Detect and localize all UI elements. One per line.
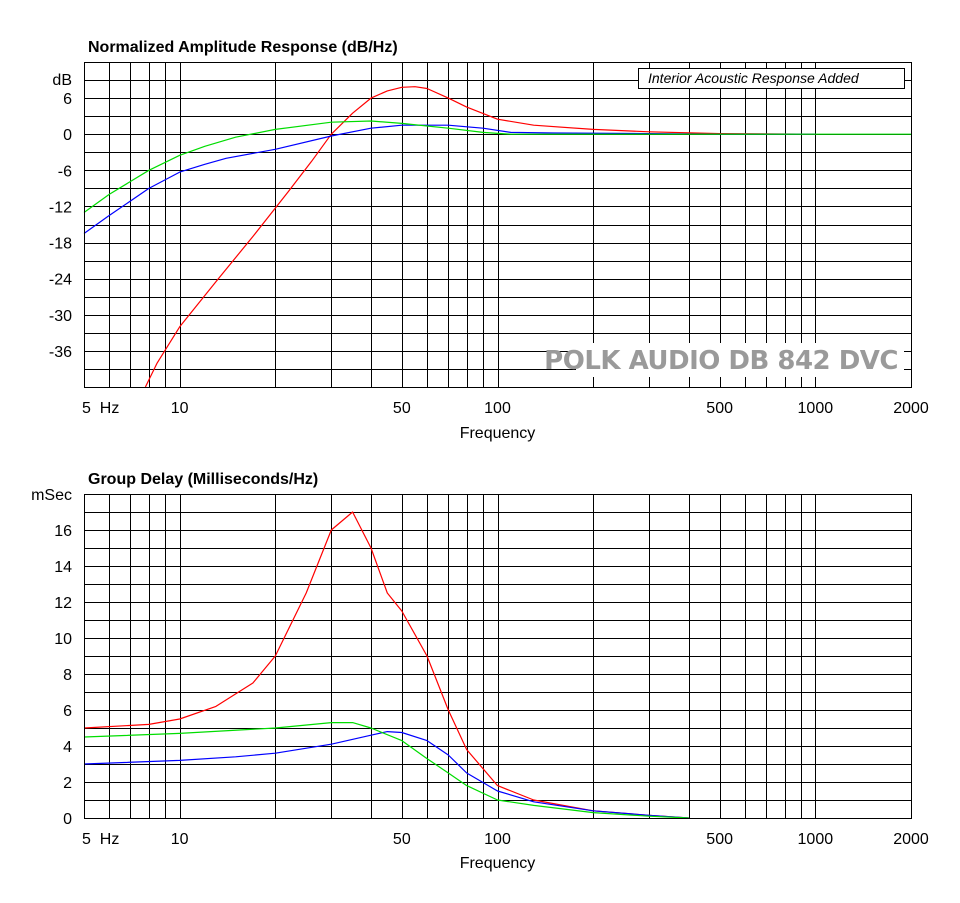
y-tick-label: -30 [49,308,72,325]
group-delay-grid [84,494,911,818]
y-tick-label: -36 [49,344,72,361]
y-tick-label: 2 [63,775,72,792]
x-tick-label: 500 [706,400,733,417]
y-tick-label: 0 [63,811,72,828]
y-tick-label: -24 [49,272,72,289]
amplitude-tick-labels: 6 0 -6 -12 -18 -24 -30 -36 5 Hz 10 50 100 500 1000 200… [49,91,929,417]
x-tick-label: 2000 [893,400,929,417]
y-tick-label: 12 [54,595,72,612]
series-line-2 [83,730,689,819]
y-tick-label: 14 [54,559,72,576]
y-tick-label: 6 [63,91,72,108]
series-line-3 [83,120,911,213]
annotation-box: Interior Acoustic Response Added [638,68,905,89]
group-delay-chart: Group Delay (Milliseconds/Hz) mSec Frequ… [31,471,929,872]
x-tick-label: 100 [484,400,511,417]
amplitude-plot-frame [84,62,912,388]
x-tick-label: 5 Hz [82,831,119,848]
group-delay-series [83,511,689,819]
series-line-2 [83,124,816,234]
watermark-text: POLK AUDIO DB 842 DVC [544,346,898,376]
x-tick-label: 2000 [893,831,929,848]
y-tick-label: 4 [63,739,72,756]
y-tick-label: -6 [58,163,72,180]
series-line-1 [144,86,816,388]
y-tick-label: 8 [63,667,72,684]
annotation-text: Interior Acoustic Response Added [648,70,860,86]
amplitude-series [83,86,911,388]
x-tick-label: 5 Hz [82,400,119,417]
y-tick-label: 10 [54,631,72,648]
watermark-background [576,343,904,377]
x-tick-label: 50 [393,400,411,417]
amplitude-y-axis-label: dB [52,72,72,89]
x-tick-label: 500 [706,831,733,848]
y-tick-label: -12 [49,199,72,216]
x-tick-label: 50 [393,831,411,848]
series-line-3 [83,721,689,819]
amplitude-grid [84,62,911,387]
group-delay-chart-title: Group Delay (Milliseconds/Hz) [88,471,318,488]
y-tick-label: 0 [63,127,72,144]
x-tick-label: 10 [171,831,189,848]
group-delay-tick-labels: 16 14 12 10 8 6 4 2 0 5 Hz 10 50 100 500 1000 2000 [54,523,929,848]
amplitude-chart-title: Normalized Amplitude Response (dB/Hz) [88,39,398,56]
watermark: POLK AUDIO DB 842 DVC [544,343,904,377]
y-tick-label: 6 [63,703,72,720]
x-tick-label: 1000 [798,400,834,417]
group-delay-plot-frame [84,494,912,819]
x-tick-label: 100 [484,831,511,848]
y-tick-label: -18 [49,236,72,253]
group-delay-y-axis-label: mSec [31,487,72,504]
group-delay-x-axis-label: Frequency [460,855,536,872]
amplitude-x-axis-label: Frequency [460,425,536,442]
x-tick-label: 10 [171,400,189,417]
series-line-1 [83,511,689,819]
amplitude-response-chart: Normalized Amplitude Response (dB/Hz) dB… [49,39,929,442]
x-tick-label: 1000 [798,831,834,848]
annotation-frame [638,68,905,89]
y-tick-label: 16 [54,523,72,540]
